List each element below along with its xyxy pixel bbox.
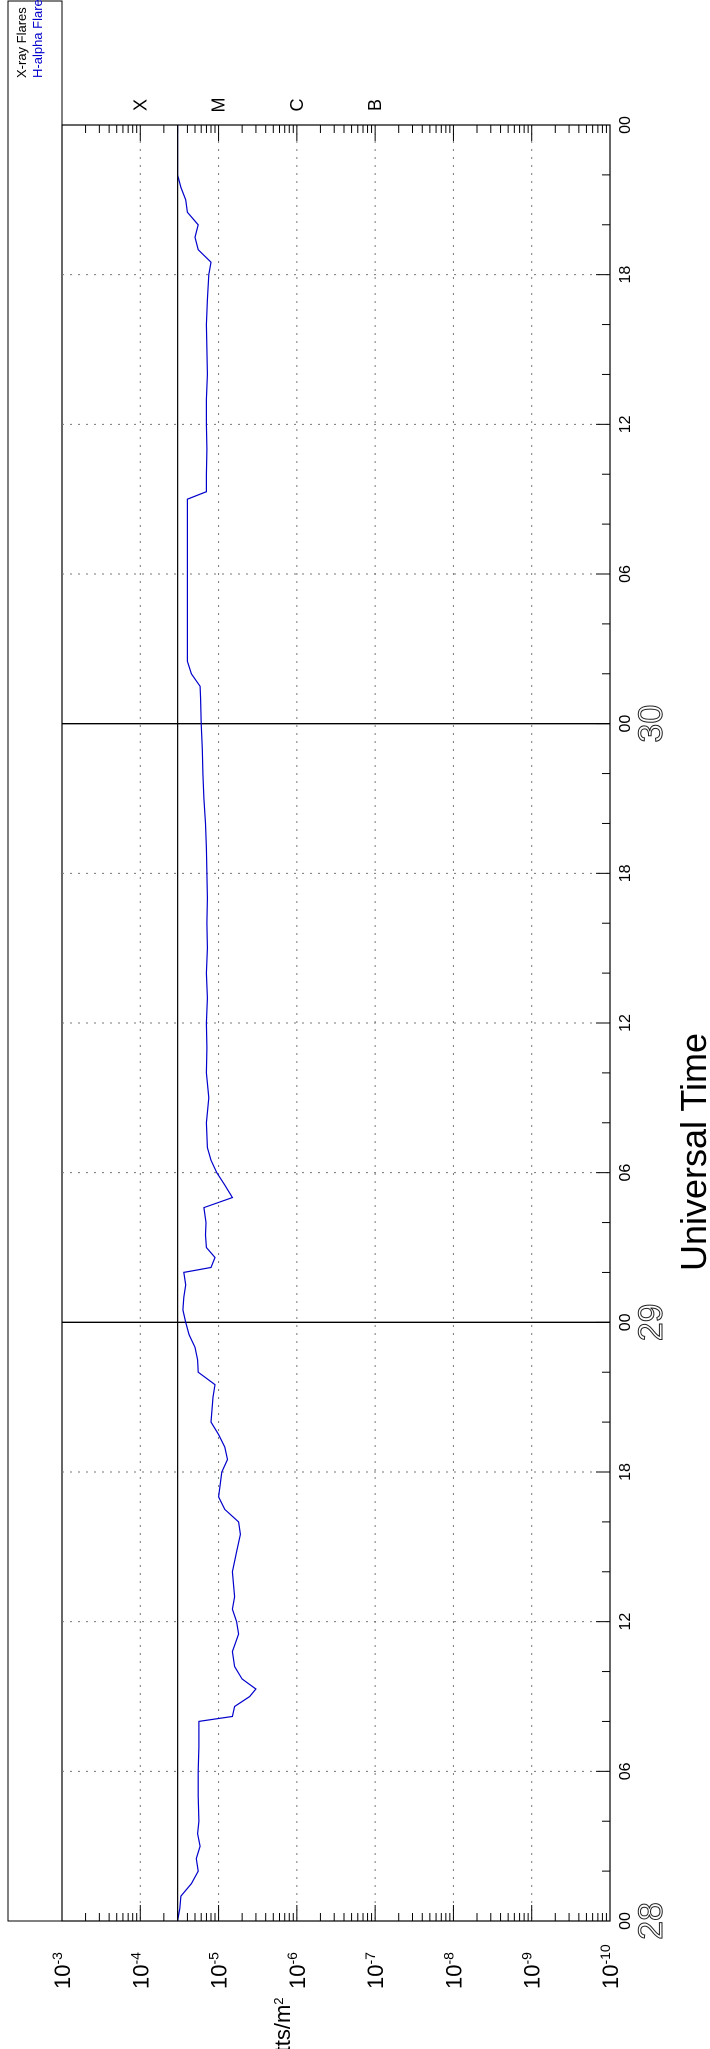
y-axis-label-sup: 2 <box>271 1997 286 2004</box>
day-label: 29 <box>632 1303 670 1341</box>
y-tick-base: 10 <box>441 1965 466 1989</box>
hour-label: 00 <box>617 715 634 733</box>
legend-xray-label: X-ray Flares <box>14 7 29 78</box>
y-axis-label-base: Watts/m <box>270 2005 295 2049</box>
y-tick-base: 10 <box>128 1965 153 1989</box>
y-tick-label: 10-7 <box>362 1952 388 1989</box>
y-tick-exp: -8 <box>440 1952 456 1965</box>
hour-label: 06 <box>617 565 634 583</box>
flare-class-b: B <box>365 99 385 111</box>
hour-label: 18 <box>617 1463 634 1481</box>
y-tick-exp: -10 <box>597 1944 613 1964</box>
day-label: 28 <box>632 1902 670 1940</box>
y-tick-label: 10-6 <box>284 1952 310 1989</box>
y-tick-exp: -7 <box>362 1952 378 1965</box>
hour-label: 00 <box>617 116 634 134</box>
y-tick-label: 10-9 <box>519 1952 545 1989</box>
hour-labels: 00 06 12 18 00 06 12 18 00 06 12 18 00 <box>617 116 634 1930</box>
hour-label: 06 <box>617 1164 634 1182</box>
legend: X-ray Flares H-alpha Flares <box>14 0 45 78</box>
y-tick-labels: 10-310-410-510-610-710-810-910-10 <box>49 1944 623 1989</box>
y-tick-label: 10-3 <box>49 1952 75 1989</box>
grid <box>62 125 610 1921</box>
flare-class-m: M <box>209 98 229 113</box>
hour-label: 18 <box>617 266 634 284</box>
y-tick-exp: -6 <box>284 1952 300 1965</box>
y-tick-label: 10-8 <box>440 1952 466 1989</box>
flux-series-line <box>177 125 257 1922</box>
legend-box <box>7 0 63 1922</box>
hour-label: 12 <box>617 1014 634 1032</box>
ticks <box>61 124 611 1922</box>
y-tick-base: 10 <box>207 1965 232 1989</box>
hour-label: 18 <box>617 864 634 882</box>
hour-label: 06 <box>617 1762 634 1780</box>
day-labels: 28 29 30 <box>632 704 671 1940</box>
y-tick-base: 10 <box>285 1965 310 1989</box>
y-tick-base: 10 <box>50 1965 75 1989</box>
day-separators <box>62 722 610 1324</box>
hour-label: 12 <box>617 415 634 433</box>
y-tick-label: 10-10 <box>597 1944 623 1989</box>
y-axis-label: Watts/m2 <box>270 1997 295 2049</box>
hour-label: 00 <box>617 1912 634 1930</box>
hour-label: 12 <box>617 1613 634 1631</box>
day-label: 30 <box>632 705 670 743</box>
legend-halpha-label: H-alpha Flares <box>30 0 45 78</box>
y-tick-label: 10-5 <box>206 1952 232 1989</box>
y-tick-exp: -3 <box>49 1952 65 1965</box>
y-tick-exp: -9 <box>519 1952 535 1965</box>
hour-label: 00 <box>617 1313 634 1331</box>
y-tick-exp: -5 <box>206 1952 222 1965</box>
flare-class-c: C <box>287 99 307 112</box>
y-tick-base: 10 <box>363 1965 388 1989</box>
series-layer <box>177 125 257 1922</box>
y-tick-base: 10 <box>598 1965 623 1989</box>
y-tick-label: 10-4 <box>127 1952 153 1989</box>
y-tick-exp: -4 <box>127 1952 143 1965</box>
x-axis-label: Universal Time <box>673 1033 710 1271</box>
y-tick-base: 10 <box>520 1965 545 1989</box>
flare-class-x: X <box>130 99 150 111</box>
